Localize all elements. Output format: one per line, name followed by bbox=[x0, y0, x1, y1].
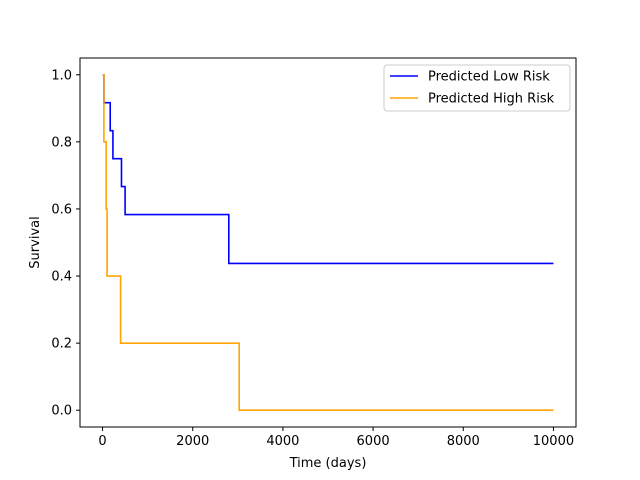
legend-label-1: Predicted High Risk bbox=[428, 92, 555, 107]
legend-label-0: Predicted Low Risk bbox=[428, 70, 550, 85]
plot-area bbox=[102, 73, 554, 412]
y-tick-label: 1.0 bbox=[51, 68, 72, 83]
x-tick-label: 8000 bbox=[447, 434, 480, 449]
x-tick-label: 2000 bbox=[176, 434, 209, 449]
y-tick-label: 0.4 bbox=[51, 270, 72, 285]
x-tick-label: 10000 bbox=[533, 434, 574, 449]
legend-box bbox=[383, 64, 571, 112]
plot-frame bbox=[79, 57, 577, 428]
y-tick-label: 0.8 bbox=[51, 135, 72, 150]
x-tick-label: 0 bbox=[98, 434, 106, 449]
y-axis-label: Survival bbox=[28, 216, 43, 268]
y-tick-label: 0.0 bbox=[51, 404, 72, 419]
series-line-0 bbox=[102, 73, 554, 265]
x-axis-label: Time (days) bbox=[289, 456, 367, 471]
legend: Predicted Low Risk Predicted High Risk bbox=[383, 64, 571, 112]
x-tick-label: 4000 bbox=[266, 434, 299, 449]
axes: 0 2000 4000 6000 8000 10000 0.0 0.2 0.4 0.6 0.8 1.0… bbox=[28, 57, 577, 471]
x-tick-label: 6000 bbox=[357, 434, 390, 449]
y-tick-label: 0.6 bbox=[51, 202, 72, 217]
series-line-1 bbox=[102, 73, 554, 412]
y-tick-label: 0.2 bbox=[51, 337, 72, 352]
